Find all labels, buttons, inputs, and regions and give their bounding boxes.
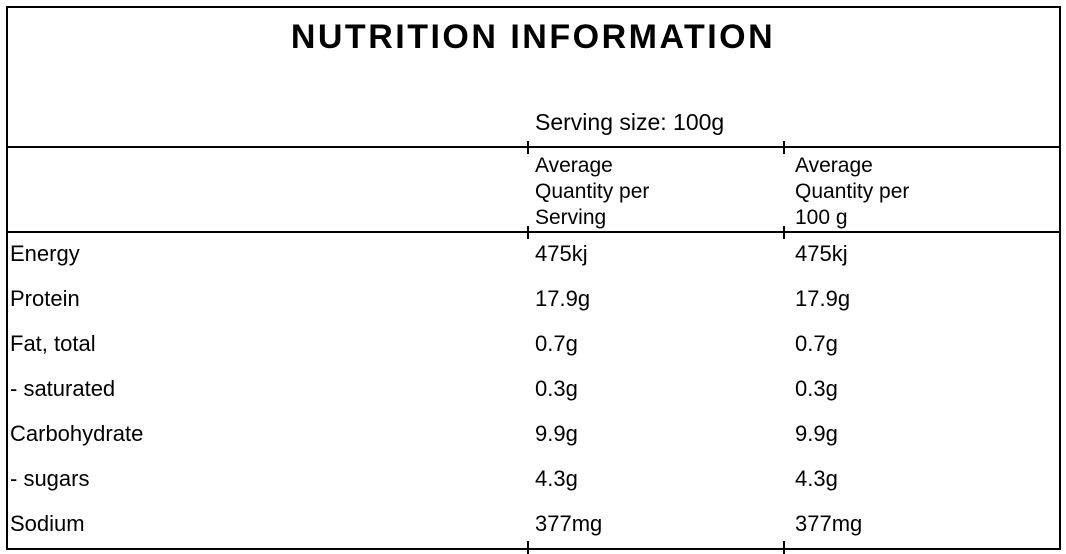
value-per-100g: 377mg xyxy=(795,511,863,536)
column-tick xyxy=(783,141,785,154)
value-per-100g: 9.9g xyxy=(795,421,838,446)
value-per-serving: 17.9g xyxy=(535,286,591,311)
value-per-serving: 4.3g xyxy=(535,466,578,491)
value-per-100g: 475kj xyxy=(795,241,848,266)
column-header-line: Quantity per xyxy=(535,180,650,203)
table-row: - sugars 4.3g 4.3g xyxy=(8,458,1058,503)
value-per-100g: 0.3g xyxy=(795,376,838,401)
column-header-line: Average xyxy=(795,154,873,177)
column-tick xyxy=(527,141,529,154)
value-per-serving: 475kj xyxy=(535,241,588,266)
column-tick xyxy=(527,226,529,239)
value-per-serving: 0.3g xyxy=(535,376,578,401)
nutrient-label: Carbohydrate xyxy=(10,421,144,446)
divider-above-header xyxy=(6,146,1061,148)
value-per-serving: 377mg xyxy=(535,511,603,536)
column-tick xyxy=(783,541,785,554)
panel-title: NUTRITION INFORMATION xyxy=(290,18,776,56)
column-header-per-100g: Average Quantity per 100 g xyxy=(795,153,909,231)
value-per-serving: 9.9g xyxy=(535,421,578,446)
column-tick xyxy=(527,541,529,554)
table-row: - saturated 0.3g 0.3g xyxy=(8,368,1058,413)
column-header-per-serving: Average Quantity per Serving xyxy=(535,153,649,231)
nutrient-label: - saturated xyxy=(10,376,116,401)
nutrient-label: Sodium xyxy=(10,511,85,536)
column-header-line: Serving xyxy=(535,206,607,229)
table-row: Energy 475kj 475kj xyxy=(8,233,1058,278)
column-header-line: Average xyxy=(535,154,613,177)
value-per-100g: 17.9g xyxy=(795,286,851,311)
value-per-serving: 0.7g xyxy=(535,331,578,356)
table-row: Carbohydrate 9.9g 9.9g xyxy=(8,413,1058,458)
nutrient-label: Energy xyxy=(10,241,80,266)
value-per-100g: 4.3g xyxy=(795,466,838,491)
table-row: Sodium 377mg 377mg xyxy=(8,503,1058,548)
divider-below-header xyxy=(6,231,1061,233)
column-header-line: 100 g xyxy=(795,206,848,229)
nutrient-label: - sugars xyxy=(10,466,90,491)
table-row: Fat, total 0.7g 0.7g xyxy=(8,323,1058,368)
nutrient-label: Protein xyxy=(10,286,80,311)
serving-size-text: Serving size: 100g xyxy=(535,109,725,135)
column-tick xyxy=(783,226,785,239)
table-row: Protein 17.9g 17.9g xyxy=(8,278,1058,323)
column-header-line: Quantity per xyxy=(795,180,910,203)
nutrient-label: Fat, total xyxy=(10,331,96,356)
panel-border xyxy=(6,6,1061,550)
value-per-100g: 0.7g xyxy=(795,331,838,356)
